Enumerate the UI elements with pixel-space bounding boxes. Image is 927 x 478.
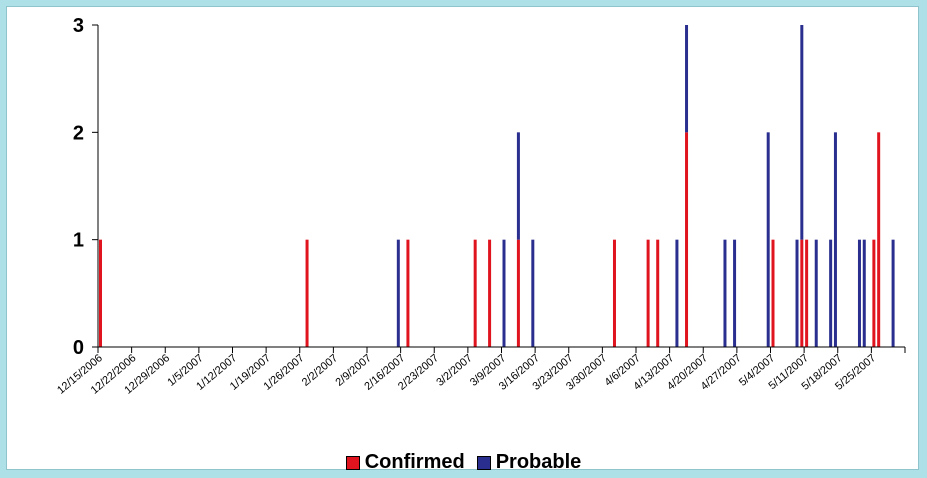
bar-confirmed-7: [516, 239, 520, 347]
bar-confirmed-10: [646, 239, 650, 347]
bar-confirmed-13: [685, 132, 689, 347]
bar-probable-19: [800, 25, 804, 240]
bar-confirmed-4: [473, 239, 477, 347]
bars-group: [99, 25, 895, 347]
legend-item-probable: Probable: [476, 451, 582, 474]
legend-item-confirmed: Confirmed: [345, 451, 465, 474]
bar-probable-28: [891, 239, 895, 347]
bar-probable-21: [814, 239, 818, 347]
y-tick-label-2: 2: [73, 122, 84, 144]
y-tick-labels: 0 1 2 3: [73, 15, 84, 359]
bar-confirmed-5: [488, 239, 492, 347]
bar-probable-12: [675, 239, 679, 347]
chart: 12/15/200612/22/200612/29/20061/5/20071/…: [55, 15, 906, 397]
bar-probable-2: [396, 239, 400, 347]
bar-confirmed-19: [800, 239, 804, 347]
bar-confirmed-1: [305, 239, 309, 347]
bar-confirmed-3: [406, 239, 410, 347]
bar-probable-6: [502, 239, 506, 347]
bar-confirmed-27: [877, 132, 881, 347]
bar-probable-13: [685, 25, 689, 133]
bar-probable-16: [766, 132, 770, 347]
y-tick-label-0: 0: [73, 337, 84, 359]
legend-label-confirmed: Confirmed: [364, 451, 465, 473]
bar-probable-7: [516, 132, 520, 240]
bar-confirmed-0: [99, 239, 102, 347]
x-tick-labels: 12/15/200612/22/200612/29/20061/5/20071/…: [55, 352, 878, 397]
bar-confirmed-26: [872, 239, 876, 347]
bar-probable-22: [829, 239, 833, 347]
legend: Confirmed Probable: [7, 451, 920, 474]
bar-probable-14: [723, 239, 727, 347]
legend-label-probable: Probable: [495, 451, 582, 473]
y-tick-label-1: 1: [73, 230, 84, 252]
bar-probable-23: [833, 132, 837, 347]
axes-group: [92, 24, 906, 353]
bar-confirmed-20: [805, 239, 809, 347]
legend-swatch-confirmed: [345, 455, 360, 470]
bar-probable-15: [733, 239, 737, 347]
bar-confirmed-9: [612, 239, 616, 347]
x-tick-label-7: 2/2/2007: [300, 352, 341, 389]
bar-confirmed-11: [656, 239, 660, 347]
bar-probable-18: [795, 239, 799, 347]
x-tick-label-11: 3/2/2007: [434, 352, 475, 389]
bar-probable-25: [862, 239, 866, 347]
legend-swatch-probable: [476, 455, 491, 470]
bar-confirmed-17: [771, 239, 775, 347]
bar-probable-8: [531, 239, 535, 347]
bar-probable-24: [857, 239, 861, 347]
chart-frame: 12/15/2006 12/22/2006 12/29/2006 1/5/2007 1/…: [6, 6, 919, 473]
y-tick-label-3: 3: [73, 15, 84, 37]
